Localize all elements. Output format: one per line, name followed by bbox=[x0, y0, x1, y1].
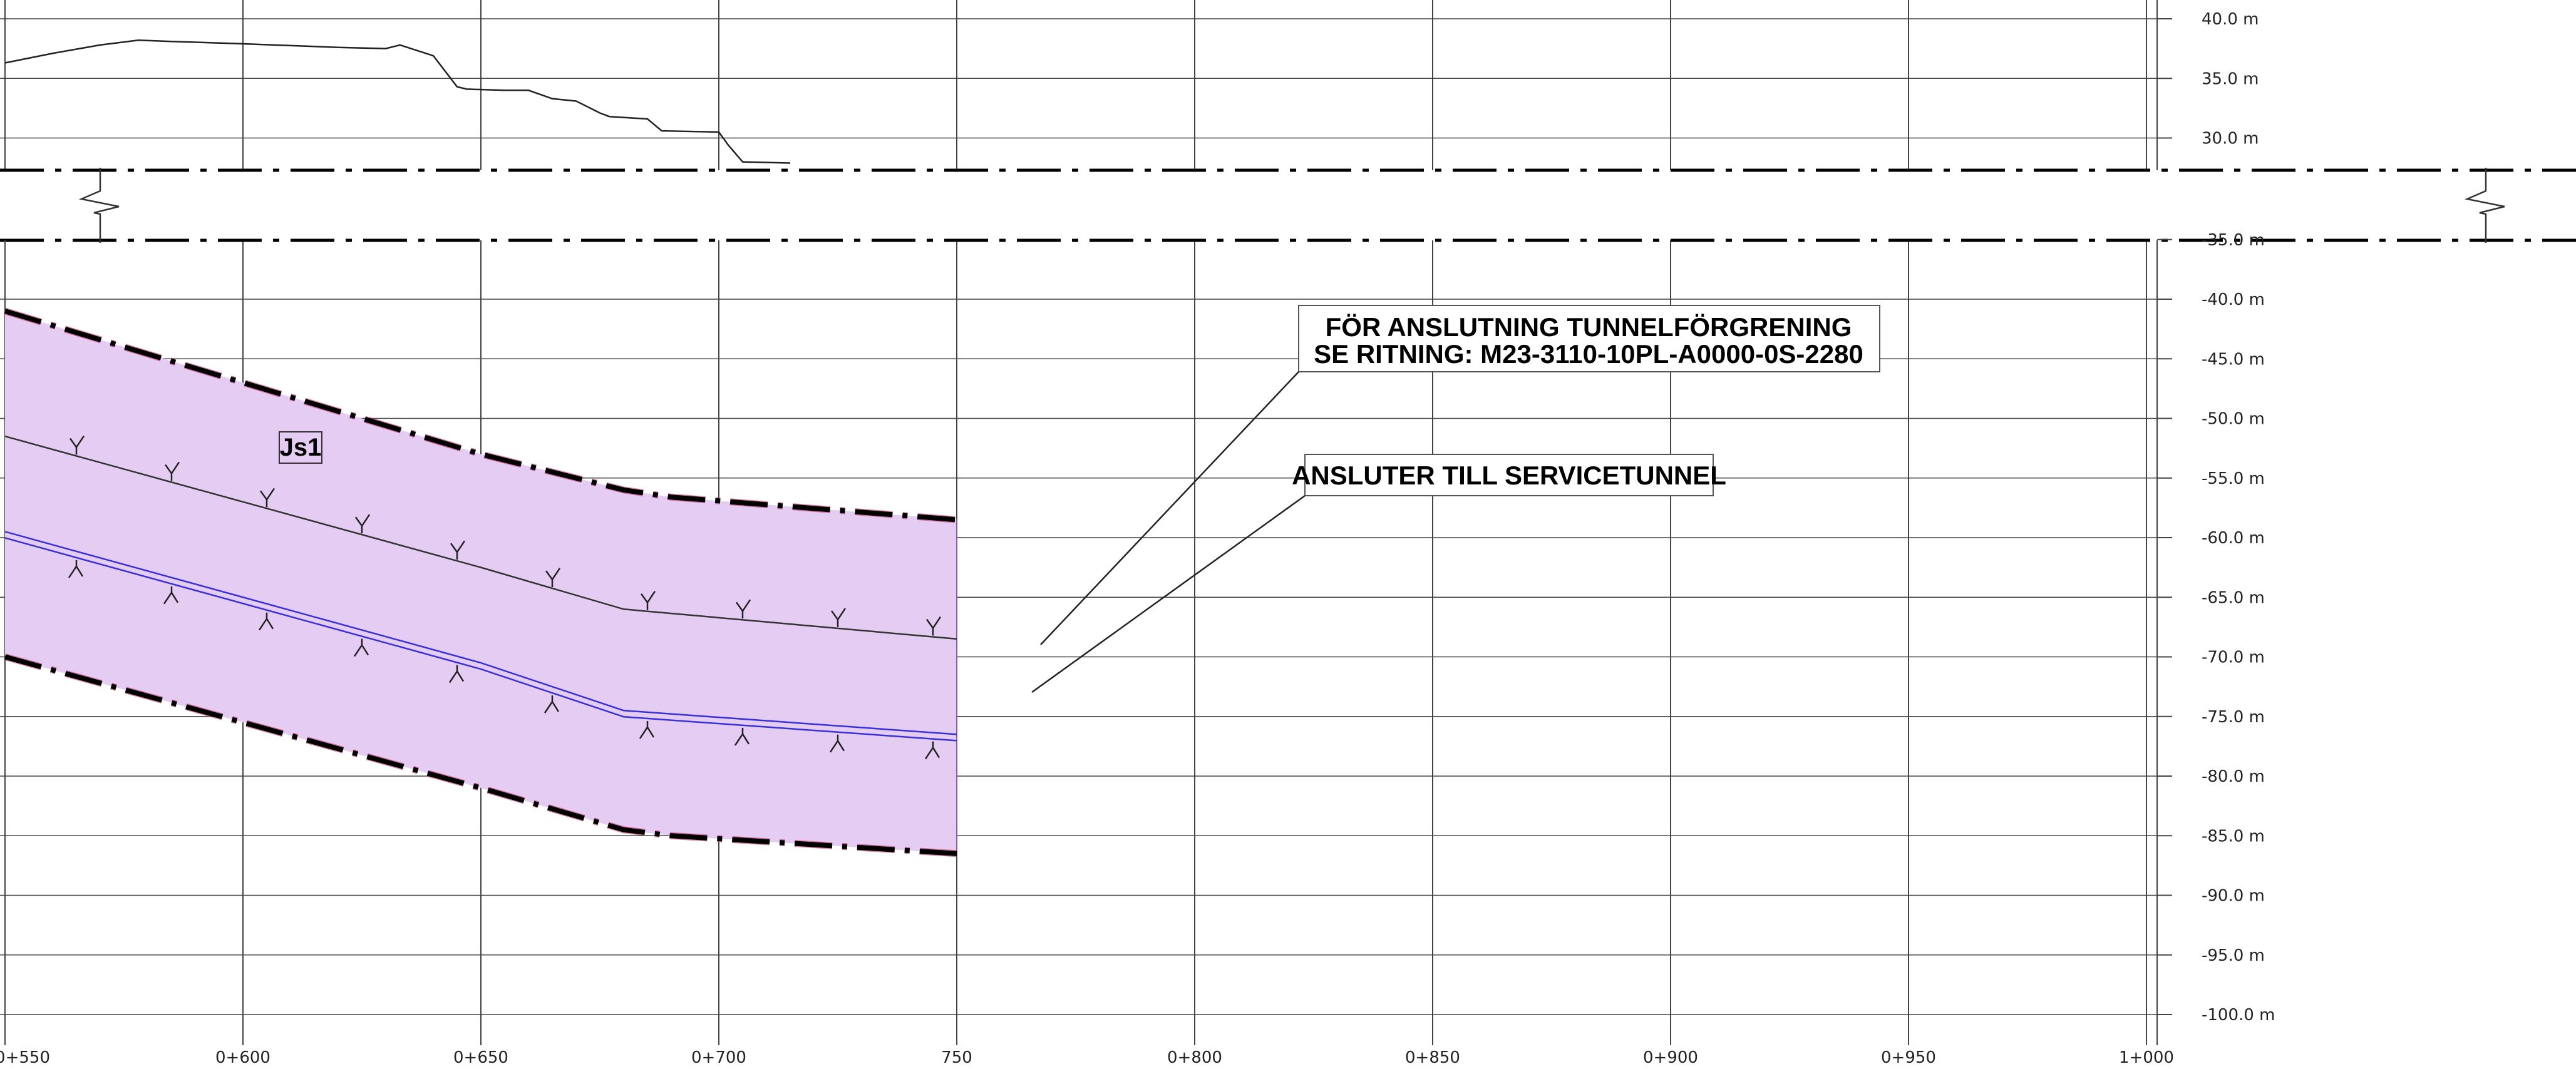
tunnel-line-upper bbox=[4, 531, 957, 735]
y-tick-lower-6: -65.0 m bbox=[2202, 588, 2265, 607]
callout-branch-note: FÖR ANSLUTNING TUNNELFÖRGRENING SE RITNI… bbox=[1040, 305, 1880, 645]
y-tick-lower-8: -75.0 m bbox=[2202, 708, 2265, 727]
y-tick-lower-9: -80.0 m bbox=[2202, 767, 2265, 786]
rock-mark-665 bbox=[545, 568, 561, 587]
rock-mark-645 bbox=[450, 540, 466, 560]
rock-mark-585 bbox=[164, 461, 180, 481]
y-tick-lower-1: -40.0 m bbox=[2202, 290, 2265, 309]
tunnel-mark-685 bbox=[639, 720, 655, 739]
service-note: ANSLUTER TILL SERVICETUNNEL bbox=[1292, 461, 1726, 490]
break-symbol-1 bbox=[2464, 168, 2505, 243]
x-tick-label-2: 0+650 bbox=[453, 1048, 508, 1067]
break-symbol-0 bbox=[78, 168, 120, 243]
branch-note-leader bbox=[1040, 371, 1299, 645]
x-tick-label-9: 1+000 bbox=[2119, 1048, 2174, 1067]
zone-upper-boundary bbox=[4, 309, 957, 523]
rock-mark-685 bbox=[640, 591, 656, 610]
y-tick-lower-7: -70.0 m bbox=[2202, 648, 2265, 667]
tunnel-mark-645 bbox=[448, 665, 465, 683]
y-tick-lower-10: -85.0 m bbox=[2202, 827, 2265, 846]
y-tick-upper-2: 30.0 m bbox=[2202, 130, 2259, 148]
y-tick-lower-0: -35.0 m bbox=[2202, 231, 2265, 250]
axis-break bbox=[0, 168, 2576, 299]
tunnel-mark-565 bbox=[68, 560, 84, 578]
rock-mark-745 bbox=[925, 616, 942, 636]
tunnel-mark-725 bbox=[829, 734, 845, 753]
y-tick-lower-12: -95.0 m bbox=[2202, 946, 2265, 965]
tunnel-mark-745 bbox=[924, 741, 940, 760]
x-tick-label-6: 0+850 bbox=[1405, 1048, 1460, 1067]
callout-service-note: ANSLUTER TILL SERVICETUNNEL bbox=[1031, 454, 1726, 693]
x-tick-label-5: 0+800 bbox=[1167, 1048, 1222, 1067]
rock-zone-js1 bbox=[4, 307, 957, 857]
rock-line bbox=[4, 435, 957, 640]
y-tick-lower-5: -60.0 m bbox=[2202, 529, 2265, 548]
tunnel-mark-605 bbox=[258, 612, 274, 631]
x-tick-label-0: 0+550 bbox=[0, 1048, 50, 1067]
x-tick-label-4: 750 bbox=[941, 1048, 972, 1067]
tunnel-mark-625 bbox=[353, 638, 369, 657]
tunnel-mark-665 bbox=[544, 695, 560, 714]
y-tick-upper-0: 40.0 m bbox=[2202, 10, 2259, 29]
break-band bbox=[0, 170, 2576, 240]
x-tick-label-7: 0+900 bbox=[1643, 1048, 1698, 1067]
y-tick-lower-13: -100.0 m bbox=[2202, 1006, 2275, 1025]
x-tick-label-1: 0+600 bbox=[215, 1048, 270, 1067]
rock-mark-625 bbox=[354, 514, 371, 534]
branch-note-line2: SE RITNING: M23-3110-10PL-A0000-0S-2280 bbox=[1314, 339, 1863, 369]
ground-surface-profile bbox=[4, 39, 791, 164]
tick-labels: 0+550 0+600 0+650 0+700 750 0+800 0+850 0+900 0+… bbox=[0, 10, 2275, 1067]
tunnel-line-lower bbox=[4, 537, 957, 742]
branch-note-line1: FÖR ANSLUTNING TUNNELFÖRGRENING bbox=[1326, 312, 1852, 342]
rock-mark-605 bbox=[259, 488, 276, 508]
y-tick-lower-3: -50.0 m bbox=[2202, 410, 2265, 429]
zone-label-js1: Js1 bbox=[280, 434, 322, 461]
zone-label-js1-box: Js1 bbox=[279, 431, 322, 464]
y-tick-lower-11: -90.0 m bbox=[2202, 887, 2265, 906]
zone-lower-boundary bbox=[4, 654, 957, 856]
rock-mark-725 bbox=[830, 608, 847, 627]
x-tick-label-3: 0+700 bbox=[691, 1048, 746, 1067]
x-tick-label-8: 0+950 bbox=[1881, 1048, 1936, 1067]
ground-line bbox=[4, 39, 791, 164]
tunnel-mark-585 bbox=[163, 586, 179, 605]
y-tick-lower-2: -45.0 m bbox=[2202, 350, 2265, 369]
rock-mark-565 bbox=[69, 435, 85, 455]
y-tick-lower-4: -55.0 m bbox=[2202, 469, 2265, 488]
rock-mark-705 bbox=[735, 599, 751, 619]
tunnel-mark-705 bbox=[734, 727, 750, 746]
service-note-leader bbox=[1031, 494, 1306, 693]
y-tick-upper-1: 35.0 m bbox=[2202, 69, 2259, 88]
